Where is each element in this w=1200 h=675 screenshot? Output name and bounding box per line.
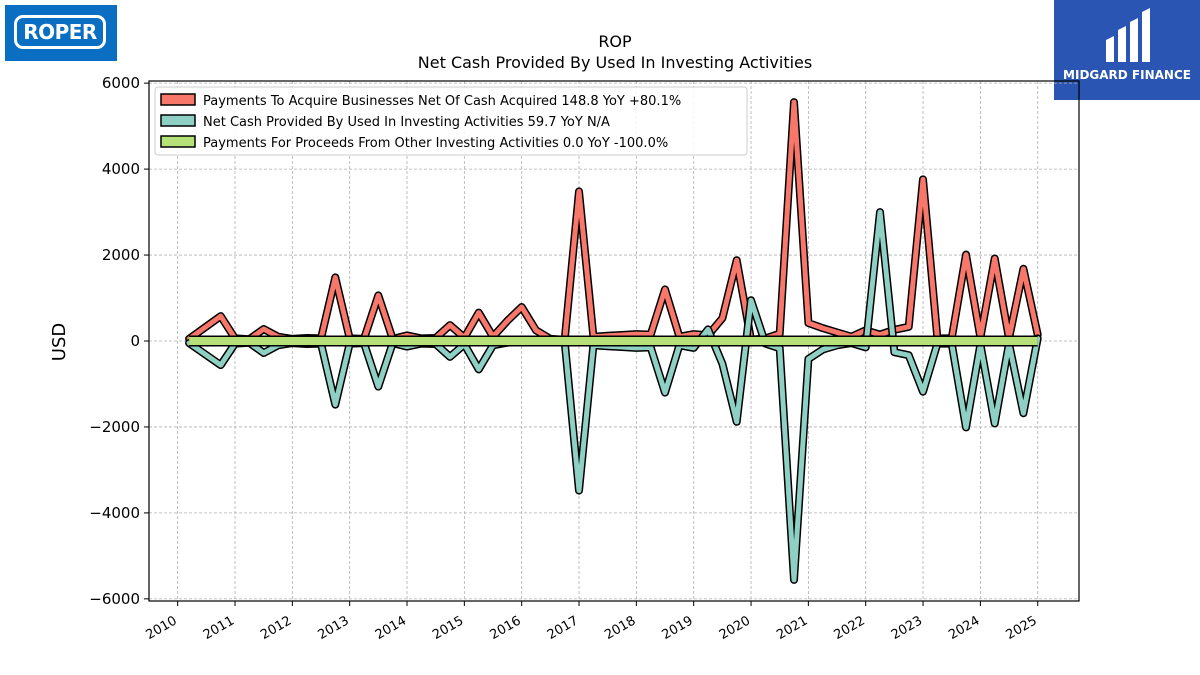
x-tick-label: 2018	[602, 613, 638, 643]
y-axis-label: USD	[49, 323, 70, 361]
legend-label-acquisitions: Payments To Acquire Businesses Net Of Ca…	[203, 94, 681, 109]
chart-title: ROP	[598, 32, 632, 51]
x-tick-label: 2010	[144, 613, 180, 643]
chart-subtitle: Net Cash Provided By Used In Investing A…	[418, 53, 812, 72]
legend-label-net-investing: Net Cash Provided By Used In Investing A…	[203, 115, 610, 130]
x-tick-label: 2019	[660, 613, 696, 643]
series-net-investing-line	[186, 209, 1041, 583]
x-tick-label: 2022	[832, 613, 868, 643]
x-tick-label: 2016	[488, 613, 524, 643]
x-tick-label: 2015	[430, 613, 466, 643]
midgard-mark-icon	[1106, 8, 1150, 62]
legend: Payments To Acquire Businesses Net Of Ca…	[154, 86, 748, 156]
legend-swatch-acquisitions	[160, 93, 196, 106]
y-tick-label: −2000	[89, 418, 140, 436]
y-tick-label: 2000	[102, 246, 140, 264]
series-acquisitions-line	[186, 99, 1041, 343]
legend-swatch-net-investing	[160, 114, 196, 127]
x-tick-label: 2013	[316, 613, 352, 643]
y-tick-label: 6000	[102, 74, 140, 92]
x-tick-label: 2014	[373, 613, 409, 643]
x-tick-label: 2011	[201, 613, 237, 643]
midgard-finance-logo: MIDGARD FINANCE	[1054, 0, 1200, 100]
series-net-investing-line-outline	[185, 208, 1042, 584]
x-tick-label: 2025	[1004, 613, 1040, 643]
roper-logo-text: ROPER	[14, 15, 106, 49]
x-tick-label: 2024	[946, 613, 982, 643]
x-axis: 2010 2011 2012 2013 2014 2015 2016 2017 2018 2019…	[144, 601, 1040, 643]
legend-label-other-investing: Payments For Proceeds From Other Investi…	[203, 136, 668, 151]
legend-box	[154, 86, 748, 156]
x-tick-label: 2023	[889, 613, 925, 643]
roper-logo: ROPER	[5, 5, 117, 61]
x-tick-label: 2012	[258, 613, 294, 643]
y-tick-label: 4000	[102, 160, 140, 178]
x-tick-label: 2017	[545, 613, 581, 643]
y-tick-label: −4000	[89, 504, 140, 522]
y-tick-label: 0	[130, 332, 140, 350]
series-layer	[185, 98, 1042, 584]
midgard-logo-text: MIDGARD FINANCE	[1063, 68, 1191, 82]
y-axis: −6000 −4000 −2000 0 2000 4000 6000	[89, 74, 149, 608]
x-tick-label: 2021	[774, 613, 810, 643]
legend-swatch-other-investing	[160, 135, 196, 148]
y-tick-label: −6000	[89, 590, 140, 608]
x-tick-label: 2020	[717, 613, 753, 643]
